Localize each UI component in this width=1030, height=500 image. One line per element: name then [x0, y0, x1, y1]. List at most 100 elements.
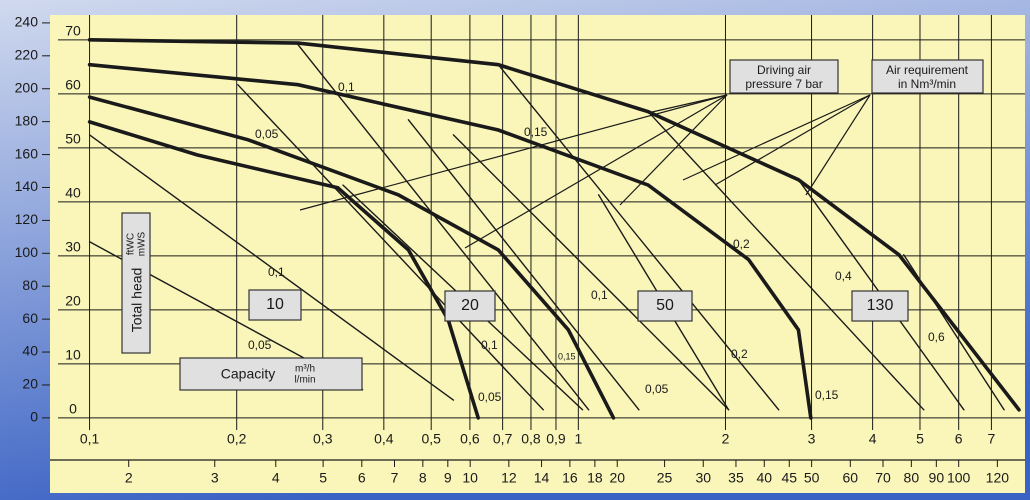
x-tick-label: 3 [808, 431, 816, 447]
axis-title-box [179, 357, 363, 391]
axis-title-box [121, 212, 151, 354]
y-tick-label: 50 [65, 131, 81, 147]
x2-tick-label: 5 [319, 470, 327, 486]
x2-tick-label: 70 [875, 470, 891, 486]
x-tick-label: 0,7 [493, 431, 513, 447]
size-box [637, 290, 693, 322]
axis-unit: m³/h [295, 364, 315, 375]
x-tick-label: 0,2 [227, 431, 247, 447]
axis-title: Capacity [221, 366, 275, 382]
y2-tick-label: 100 [15, 244, 39, 260]
air-line [88, 134, 455, 401]
grid: 0102030405060700204060801001201401601802… [15, 14, 1025, 486]
x2-tick-label: 50 [804, 470, 820, 486]
performance-curve [87, 62, 813, 420]
x-tick-label: 2 [722, 431, 730, 447]
x2-tick-label: 7 [391, 470, 399, 486]
size-label: 20 [461, 297, 479, 314]
line-labels: 0,1 0,05 0,15 0,2 0,4 0,6 0,1 0,05 0,1 0… [248, 80, 945, 404]
air-line [297, 44, 590, 411]
line-label: 0,1 [591, 288, 608, 302]
y2-tick-label: 20 [22, 376, 38, 392]
x-tick-label: 4 [869, 431, 877, 447]
line-label: 0,1 [481, 338, 498, 352]
x2-tick-label: 6 [358, 470, 366, 486]
x-tick-label: 0,8 [521, 431, 541, 447]
x-axis-title: Capacity m³/h l/min [179, 357, 363, 391]
pointer [299, 94, 728, 211]
line-label: 0,2 [733, 237, 750, 251]
x-tick-label: 0,1 [80, 431, 100, 447]
axis-unit: mWS [137, 231, 148, 256]
x2-tick-label: 40 [756, 470, 772, 486]
x2-tick-label: 9 [444, 470, 452, 486]
pointer [619, 94, 728, 206]
y-tick-label: 30 [65, 239, 81, 255]
y2-tick-label: 120 [15, 211, 39, 227]
y-tick-label: 70 [65, 23, 81, 39]
x-tick-label: 5 [916, 431, 924, 447]
line-label: 0,05 [478, 390, 502, 404]
line-label: 0,05 [645, 382, 669, 396]
callout-text: pressure 7 bar [745, 77, 822, 91]
x2-tick-label: 90 [929, 470, 945, 486]
x-tick-label: 0,5 [421, 431, 441, 447]
size-label: 10 [266, 296, 284, 313]
y2-tick-label: 200 [15, 79, 39, 95]
y-tick-label: 40 [65, 185, 81, 201]
y-tick-label: 60 [65, 77, 81, 93]
size-label: 130 [867, 297, 894, 314]
y-tick-label: 20 [65, 293, 81, 309]
y2-tick-label: 0 [30, 409, 38, 425]
y2-tick-label: 240 [15, 14, 39, 30]
line-label: 0,15 [558, 351, 576, 361]
air-line [497, 64, 780, 411]
x2-tick-label: 20 [609, 470, 625, 486]
callout-text: Driving air [757, 63, 811, 77]
x2-tick-label: 4 [272, 470, 280, 486]
x-tick-label: 0,9 [546, 431, 566, 447]
line-label: 0,6 [928, 330, 945, 344]
axis-unit: l/min [294, 375, 315, 386]
callout-text: Air requirement [886, 63, 969, 77]
callout-lines [299, 94, 871, 249]
x2-tick-label: 120 [986, 470, 1010, 486]
line-label: 0,05 [255, 127, 279, 141]
callout-air: Air requirement in Nm³/min [871, 59, 984, 94]
axis-unit: ftWC [126, 233, 137, 255]
x2-tick-label: 25 [657, 470, 673, 486]
y2-tick-label: 220 [15, 47, 39, 63]
plot-area [50, 15, 1025, 493]
line-label: 0,1 [338, 80, 355, 94]
size-label: 50 [656, 297, 674, 314]
y2-tick-label: 180 [15, 112, 39, 128]
performance-curve [87, 120, 480, 420]
callout-box [871, 59, 984, 94]
x2-tick-label: 10 [462, 470, 478, 486]
x2-tick-label: 2 [125, 470, 133, 486]
callout-box [729, 59, 839, 94]
air-line [407, 119, 640, 411]
callout-text: in Nm³/min [898, 77, 956, 91]
air-line [452, 134, 730, 411]
marks [87, 38, 1021, 420]
y2-tick-label: 160 [15, 145, 39, 161]
size-box [851, 290, 909, 322]
x-tick-label: 0,4 [374, 431, 394, 447]
x2-tick-label: 45 [781, 470, 797, 486]
x2-tick-label: 35 [728, 470, 744, 486]
line-label: 0,15 [815, 388, 839, 402]
x2-tick-label: 3 [211, 470, 219, 486]
line-label: 0,4 [835, 269, 852, 283]
line-label: 0,15 [524, 125, 548, 139]
size-box [248, 289, 302, 321]
size-boxes: 10 20 50 130 [248, 289, 909, 322]
line-label: 0,05 [248, 338, 272, 352]
pointer [651, 94, 728, 113]
x2-tick-label: 14 [534, 470, 550, 486]
x2-tick-label: 8 [419, 470, 427, 486]
x2-tick-label: 18 [587, 470, 603, 486]
x2-tick-label: 12 [501, 470, 517, 486]
performance-curve [87, 95, 616, 420]
air-line [647, 111, 925, 411]
